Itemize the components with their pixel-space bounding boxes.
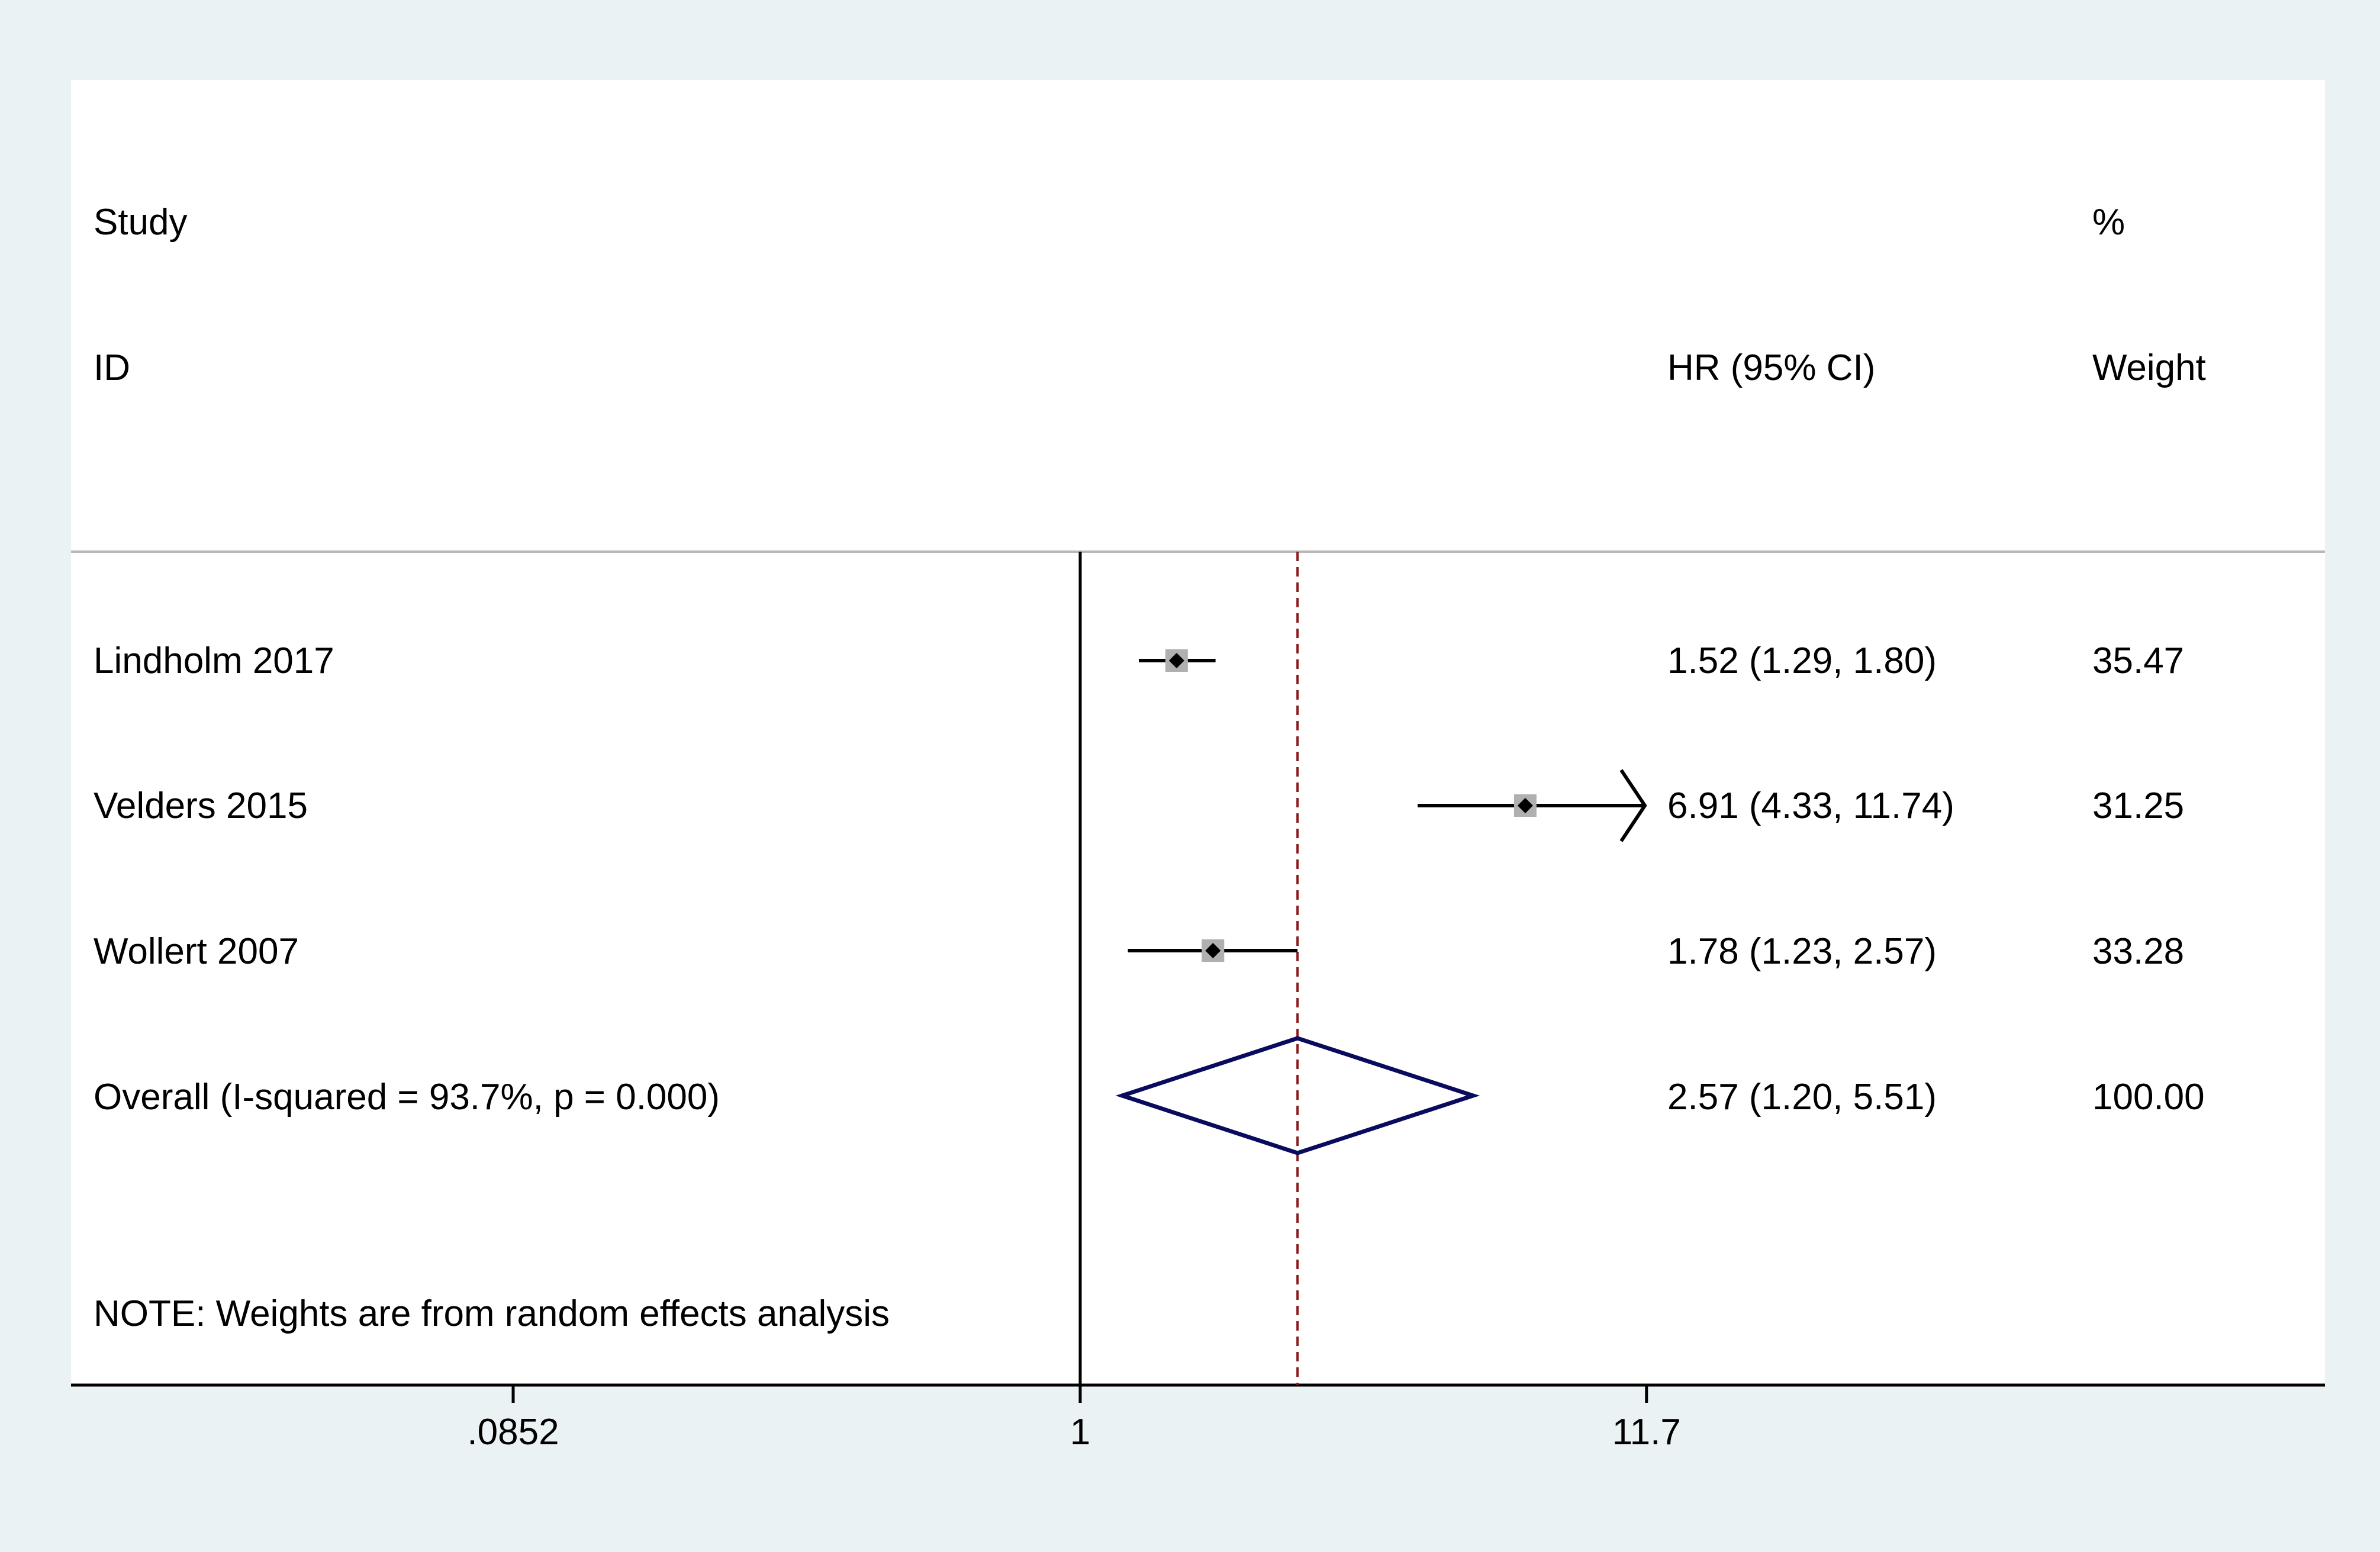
point-estimate-marker xyxy=(1168,653,1184,668)
study-ci-text: 6.91 (4.33, 11.74) xyxy=(1667,785,1954,826)
overall-ci-text: 2.57 (1.20, 5.51) xyxy=(1667,1077,1937,1118)
ci-arrow-icon xyxy=(1619,769,1647,842)
study-weight-text: 35.47 xyxy=(2092,640,2184,681)
study-ci-text: 1.52 (1.29, 1.80) xyxy=(1667,640,1937,681)
study-label: Lindholm 2017 xyxy=(94,640,334,681)
study-label: Velders 2015 xyxy=(94,785,308,826)
x-tick-label: .0852 xyxy=(467,1412,559,1453)
note-text: NOTE: Weights are from random effects an… xyxy=(94,1293,890,1334)
study-label: Wollert 2007 xyxy=(94,931,299,972)
x-tick-label: 1 xyxy=(1070,1412,1090,1453)
study-weight-text: 33.28 xyxy=(2092,931,2184,972)
overall-weight-text: 100.00 xyxy=(2092,1077,2205,1118)
point-estimate-marker xyxy=(1517,798,1533,813)
overall-diamond xyxy=(1115,1036,1480,1155)
header-study: Study xyxy=(94,202,188,243)
header-id: ID xyxy=(94,347,130,388)
plot-panel xyxy=(71,80,2325,1384)
header-weight: Weight xyxy=(2092,347,2206,388)
point-estimate-marker xyxy=(1205,943,1221,958)
study-ci-text: 1.78 (1.23, 2.57) xyxy=(1667,931,1937,972)
header-percent: % xyxy=(2092,202,2125,243)
study-weight-text: 31.25 xyxy=(2092,785,2184,826)
x-tick-label: 11.7 xyxy=(1612,1412,1681,1453)
overall-label: Overall (I-squared = 93.7%, p = 0.000) xyxy=(94,1077,720,1118)
header-effect: HR (95% CI) xyxy=(1667,347,1875,388)
